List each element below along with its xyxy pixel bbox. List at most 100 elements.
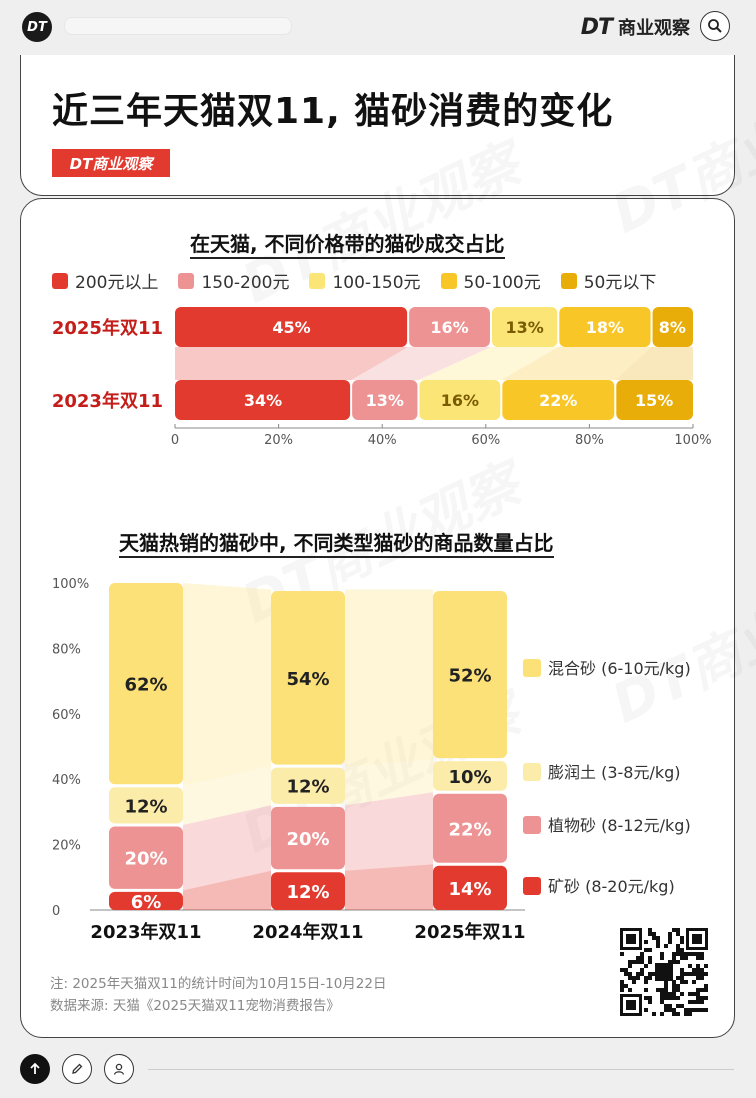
- qr-module: [676, 984, 680, 988]
- qr-module: [676, 944, 680, 948]
- legend-item: 200元以上: [52, 268, 158, 293]
- qr-module: [652, 932, 656, 936]
- user-icon[interactable]: [104, 1054, 134, 1084]
- x-tick-label: 100%: [674, 433, 711, 448]
- qr-module: [620, 952, 624, 956]
- data-label: 52%: [448, 666, 491, 687]
- qr-module: [632, 980, 636, 984]
- data-label: 18%: [586, 318, 624, 337]
- qr-module: [680, 980, 684, 984]
- qr-module: [680, 992, 684, 996]
- arrow-up-icon[interactable]: [20, 1054, 50, 1084]
- data-label: 45%: [272, 318, 310, 337]
- qr-module: [692, 952, 696, 956]
- qr-module: [640, 972, 644, 976]
- data-label: 15%: [635, 391, 673, 410]
- qr-module: [628, 972, 632, 976]
- data-label: 34%: [244, 391, 282, 410]
- qr-module: [668, 932, 672, 936]
- qr-module: [684, 1008, 688, 1012]
- y-tick-label: 100%: [52, 577, 89, 592]
- qr-module: [704, 988, 708, 992]
- chart1-legend: 200元以上 150-200元 100-150元 50-100元 50元以下: [52, 268, 676, 293]
- qr-module: [676, 952, 680, 956]
- bar: [433, 761, 507, 791]
- qr-module: [648, 928, 652, 932]
- qr-module: [704, 964, 708, 968]
- category-label: 2024年双11: [252, 921, 363, 943]
- connector: [501, 347, 652, 380]
- qr-module: [688, 1000, 692, 1004]
- data-label: 8%: [659, 318, 686, 337]
- qr-module: [680, 1004, 684, 1008]
- qr-module: [704, 1008, 708, 1012]
- qr-module: [655, 963, 673, 981]
- qr-module: [688, 972, 692, 976]
- top-bar: DT DT 商业观察: [0, 0, 756, 52]
- qr-module: [664, 980, 668, 984]
- qr-module: [672, 1008, 676, 1012]
- connector: [175, 347, 409, 380]
- legend-label: 混合砂 (6-10元/kg): [548, 659, 691, 678]
- qr-module: [696, 956, 700, 960]
- bar: [109, 891, 183, 910]
- data-label: 12%: [124, 796, 167, 817]
- app-logo[interactable]: DT: [22, 12, 52, 42]
- qr-module: [688, 992, 692, 996]
- connector: [183, 870, 271, 910]
- qr-module: [668, 992, 672, 996]
- connector: [183, 805, 271, 891]
- qr-module: [676, 988, 680, 992]
- search-field[interactable]: [64, 17, 292, 35]
- qr-module: [656, 988, 660, 992]
- legend-swatch: [52, 272, 68, 289]
- qr-module: [676, 928, 680, 932]
- legend-label: 矿砂 (8-20元/kg): [548, 877, 675, 896]
- qr-module: [684, 972, 688, 976]
- qr-module: [664, 944, 668, 948]
- qr-module: [692, 968, 696, 972]
- qr-module: [652, 972, 656, 976]
- qr-module: [656, 936, 660, 940]
- data-label: 54%: [286, 669, 329, 690]
- qr-module: [680, 972, 684, 976]
- qr-module: [696, 1008, 700, 1012]
- qr-module: [644, 964, 648, 968]
- qr-module: [660, 952, 664, 956]
- search-icon[interactable]: [700, 11, 730, 41]
- bar: [352, 380, 418, 420]
- qr-module: [704, 984, 708, 988]
- qr-module: [688, 1008, 692, 1012]
- brand-tag: DT商业观察: [52, 149, 170, 177]
- bar: [433, 793, 507, 863]
- category-label: 2023年双11: [90, 921, 201, 943]
- qr-module: [684, 980, 688, 984]
- qr-module: [652, 1012, 656, 1016]
- qr-module: [672, 980, 676, 984]
- qr-module: [652, 936, 656, 940]
- qr-module: [664, 988, 668, 992]
- connector: [351, 347, 491, 380]
- legend-label: 膨润土 (3-8元/kg): [548, 763, 681, 782]
- qr-module: [704, 972, 708, 976]
- qr-module: [692, 934, 702, 944]
- data-label: 13%: [366, 391, 404, 410]
- bar: [109, 787, 183, 824]
- bar: [271, 591, 345, 765]
- bar: [109, 826, 183, 889]
- pencil-icon[interactable]: [62, 1054, 92, 1084]
- qr-module: [620, 968, 624, 972]
- data-label: 22%: [539, 391, 577, 410]
- qr-module: [628, 976, 632, 980]
- connector: [183, 583, 271, 786]
- qr-module: [648, 996, 652, 1000]
- legend-label: 50元以下: [583, 273, 657, 293]
- qr-module: [644, 988, 648, 992]
- footnote: 注: 2025年天猫双11的统计时间为10月15日-10月22日: [50, 976, 387, 992]
- qr-module: [672, 984, 676, 988]
- qr-module: [624, 972, 628, 976]
- qr-module: [628, 988, 632, 992]
- bar: [616, 380, 693, 420]
- qr-module: [664, 996, 668, 1000]
